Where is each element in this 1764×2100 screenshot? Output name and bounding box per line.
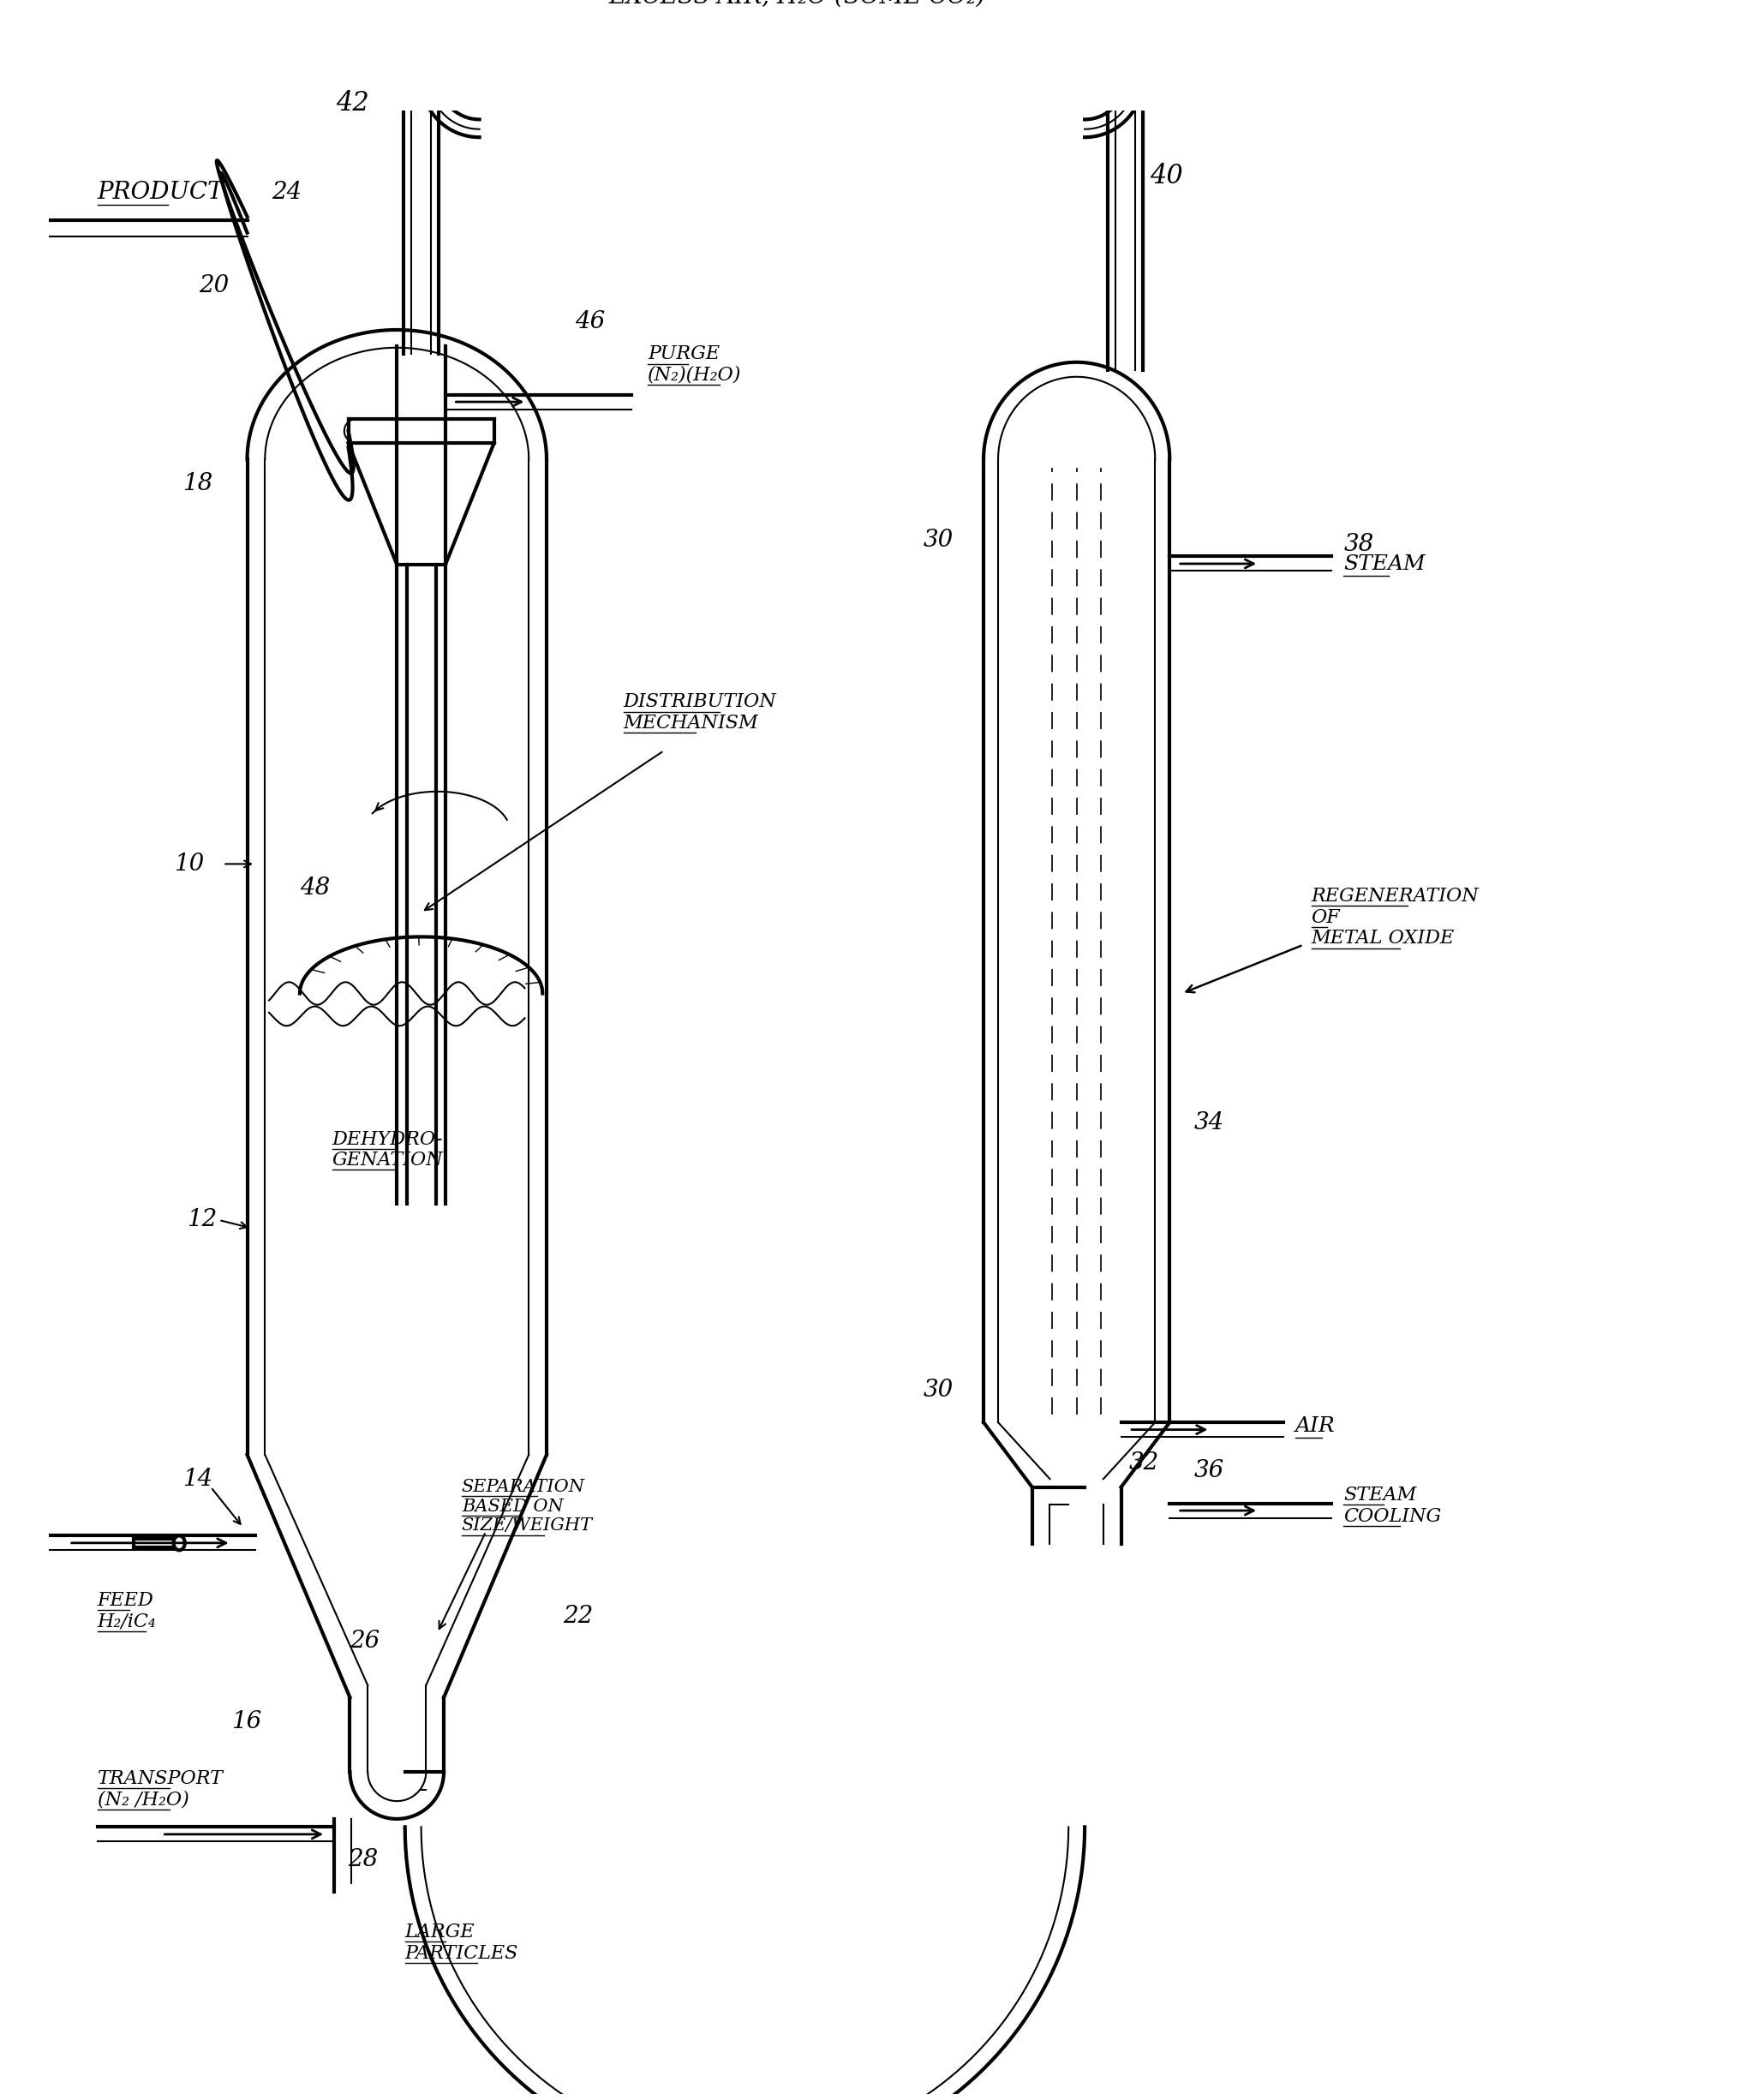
Text: TRANSPORT: TRANSPORT [97, 1768, 224, 1787]
Text: LARGE: LARGE [406, 1924, 475, 1943]
Text: 18: 18 [182, 472, 213, 496]
Text: 26: 26 [349, 1630, 381, 1653]
Text: STEAM: STEAM [1344, 1487, 1416, 1504]
Text: 20: 20 [199, 273, 229, 296]
Text: 32: 32 [1129, 1451, 1159, 1474]
Text: 40: 40 [1150, 164, 1182, 189]
Text: REGENERATION: REGENERATION [1311, 886, 1478, 905]
Text: 46: 46 [575, 311, 605, 334]
Text: 42: 42 [337, 90, 369, 116]
Text: 22: 22 [563, 1604, 593, 1628]
Text: 14: 14 [182, 1468, 213, 1491]
Text: FEED: FEED [97, 1592, 153, 1611]
Text: METAL OXIDE: METAL OXIDE [1311, 928, 1455, 947]
Text: 36: 36 [1194, 1460, 1224, 1483]
Text: 30: 30 [923, 1378, 953, 1401]
Text: (N₂)(H₂O): (N₂)(H₂O) [647, 365, 741, 384]
Text: 10: 10 [175, 853, 205, 876]
Text: 38: 38 [1344, 533, 1374, 556]
Text: H₂/iC₄: H₂/iC₄ [97, 1613, 157, 1632]
Text: BASED ON: BASED ON [462, 1499, 563, 1514]
Ellipse shape [173, 1535, 185, 1550]
Text: COOLING: COOLING [1344, 1508, 1441, 1527]
Text: SEPARATION: SEPARATION [462, 1478, 586, 1495]
Text: EXCESS AIR, H₂O (SOME CO₂): EXCESS AIR, H₂O (SOME CO₂) [609, 0, 986, 8]
Text: AIR: AIR [1295, 1418, 1335, 1436]
Text: 12: 12 [187, 1207, 217, 1231]
Text: DEHYDRO-: DEHYDRO- [332, 1130, 443, 1149]
Text: DISTRIBUTION: DISTRIBUTION [623, 693, 776, 712]
Text: PRODUCT: PRODUCT [97, 181, 224, 204]
Text: 48: 48 [300, 876, 330, 899]
Text: MECHANISM: MECHANISM [623, 714, 759, 733]
Text: (N₂ /H₂O): (N₂ /H₂O) [97, 1789, 189, 1808]
Text: PARTICLES: PARTICLES [406, 1945, 519, 1964]
Text: 16: 16 [231, 1709, 261, 1732]
Text: 34: 34 [1194, 1111, 1224, 1134]
Text: 28: 28 [348, 1848, 379, 1871]
Text: PURGE: PURGE [647, 344, 720, 363]
Bar [134, 1539, 180, 1548]
Text: 30: 30 [923, 529, 953, 552]
Text: 24: 24 [272, 181, 302, 204]
Text: STEAM: STEAM [1344, 554, 1425, 575]
Text: GENATION: GENATION [332, 1151, 443, 1170]
Text: SIZE/WEIGHT: SIZE/WEIGHT [462, 1518, 593, 1535]
Text: OF: OF [1311, 907, 1341, 926]
